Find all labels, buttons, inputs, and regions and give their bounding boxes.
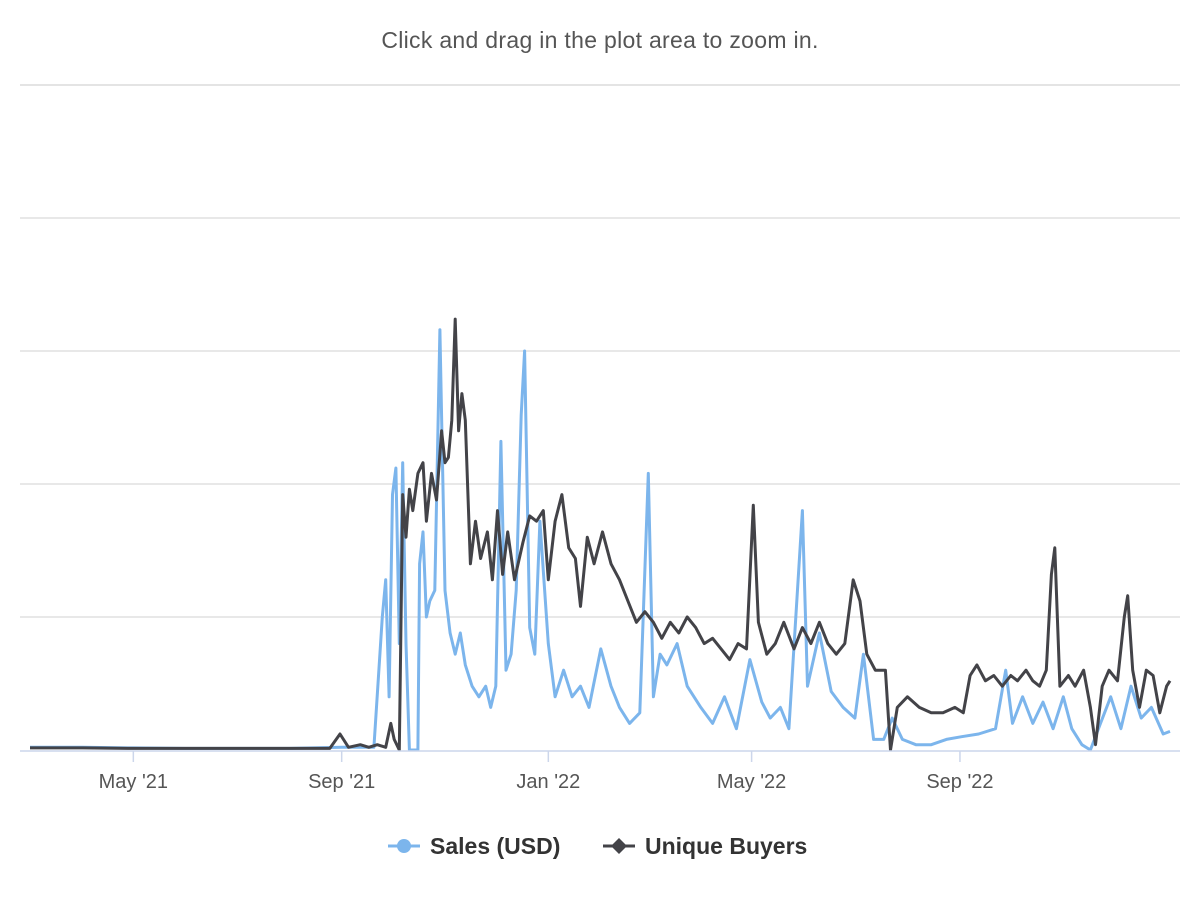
series-line-unique-buyers[interactable] <box>30 317 1172 752</box>
legend-item-unique-buyers[interactable]: Unique Buyers <box>603 833 807 859</box>
legend-diamond-marker <box>611 838 627 854</box>
legend-label: Unique Buyers <box>645 833 807 859</box>
legend-item-sales-usd[interactable]: Sales (USD) <box>388 833 560 859</box>
x-tick-label: Jan '22 <box>516 771 580 793</box>
gridlines <box>20 84 1180 618</box>
plot-area[interactable] <box>30 317 1172 752</box>
chart-subtitle: Click and drag in the plot area to zoom … <box>381 27 818 53</box>
legend-label: Sales (USD) <box>430 833 560 859</box>
legend-circle-marker <box>397 839 411 853</box>
series-line-sales-usd[interactable] <box>30 328 1171 752</box>
x-tick-label: May '21 <box>99 771 168 793</box>
legend[interactable]: Sales (USD) Unique Buyers <box>388 833 807 859</box>
x-tick-label: May '22 <box>717 771 786 793</box>
x-tick-label: Sep '22 <box>926 771 993 793</box>
x-axis: May '21 Sep '21 Jan '22 May '22 Sep '22 <box>20 750 1180 793</box>
x-tick-label: Sep '21 <box>308 771 375 793</box>
